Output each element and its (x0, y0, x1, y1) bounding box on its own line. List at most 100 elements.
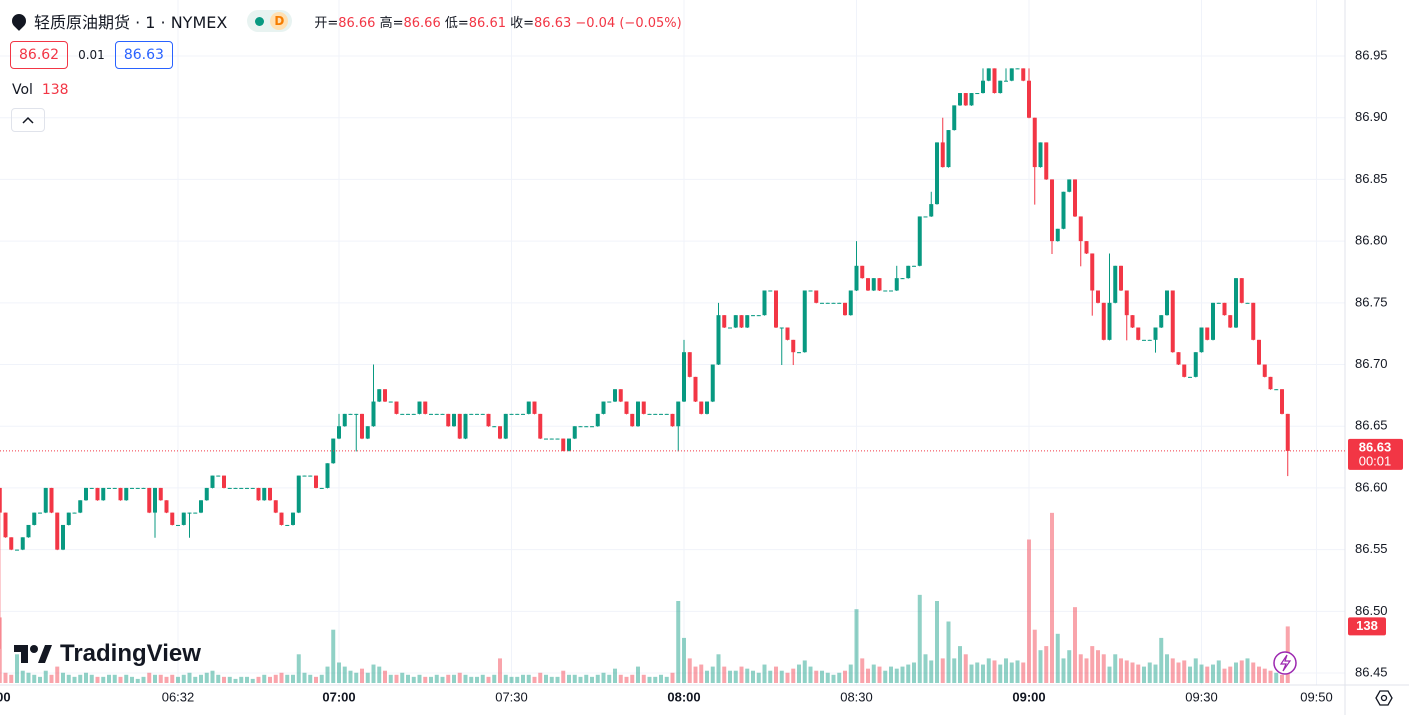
volume-bar (647, 676, 652, 683)
volume-bar (975, 662, 980, 683)
symbol-header: 轻质原油期货 · 1 · NYMEX D 开=86.66 高=86.66 低=8… (9, 9, 682, 33)
x-tick-label: 06:00 (0, 689, 11, 704)
candle-body (1188, 376, 1192, 378)
volume-bar (1142, 666, 1146, 683)
candle-body (716, 315, 721, 365)
candle-body (268, 487, 272, 501)
candle-body (756, 315, 761, 317)
candle-body (900, 278, 905, 280)
candle-body (952, 105, 957, 131)
candle-body (998, 80, 1003, 94)
candle-body (797, 352, 801, 354)
candle-body (630, 413, 635, 427)
candle-body (1199, 327, 1204, 353)
volume-bar (279, 672, 284, 683)
candle-body (641, 401, 646, 414)
delay-badge: D (270, 12, 289, 30)
x-tick-label: 07:30 (495, 689, 528, 704)
volume-bar (940, 658, 945, 683)
volume-bar (9, 674, 14, 683)
volume-bar (1038, 650, 1043, 683)
candle-body (291, 512, 295, 525)
candle-body (273, 500, 278, 513)
volume-bar (1124, 660, 1129, 683)
volume-bar (101, 676, 106, 683)
volume-bar (1216, 660, 1221, 683)
candle-body (779, 327, 784, 329)
volume-bar (469, 676, 474, 683)
volume-bar (1159, 637, 1164, 683)
candle-body (1153, 327, 1158, 340)
candle-body (670, 413, 675, 427)
candle-body (141, 487, 146, 489)
volume-bar (1044, 646, 1049, 683)
low-label: 低= (444, 15, 469, 31)
last-price-tag (1348, 438, 1403, 470)
volume-bar (43, 670, 48, 683)
volume-bar (400, 672, 405, 683)
x-tick-label: 06:32 (162, 689, 195, 704)
volume-bar (3, 672, 8, 683)
sell-button[interactable]: 86.62 (10, 41, 69, 69)
volume-bar (291, 674, 295, 683)
volume-bar (1078, 654, 1083, 683)
volume-bar (1009, 662, 1014, 683)
volume-bar (199, 674, 203, 683)
candle-body (733, 315, 738, 328)
candle-body (647, 413, 652, 415)
candle-body (526, 401, 531, 414)
candle-body (1061, 191, 1066, 229)
settings-icon[interactable] (1375, 690, 1393, 706)
y-tick-label: 86.50 (1355, 603, 1388, 618)
candle-body (676, 401, 681, 427)
candle-body (969, 93, 974, 106)
candle-body (664, 413, 669, 415)
candle-body (463, 413, 468, 439)
volume-bar (1136, 664, 1141, 683)
candle-body (710, 364, 715, 402)
candle-body (883, 290, 888, 292)
candle-body (768, 290, 773, 292)
volume-bar (1205, 666, 1210, 683)
volume-bar (1090, 646, 1095, 683)
volume-bar (1015, 660, 1020, 683)
high-label: 高= (379, 15, 404, 31)
volume-bar (1176, 662, 1181, 683)
volume-bar (992, 660, 997, 683)
status-pill[interactable]: D (247, 10, 293, 32)
volume-bar (900, 666, 905, 683)
volume-bar (555, 676, 560, 683)
volume-bar (89, 674, 94, 683)
candle-body (38, 512, 42, 514)
volume-bar (72, 676, 77, 683)
candle-body (578, 426, 583, 428)
volume-bar (268, 676, 272, 683)
symbol-title[interactable]: 轻质原油期货 · 1 · NYMEX (34, 13, 228, 32)
candle-body (837, 302, 842, 304)
volume-bar (590, 676, 594, 683)
logo: TradingView (14, 640, 201, 668)
candle-body (814, 290, 819, 303)
volume-bar (239, 676, 244, 683)
candle-body (917, 216, 922, 266)
candle-body (95, 487, 100, 501)
volume-bar (825, 672, 830, 683)
buy-button[interactable]: 86.63 (114, 41, 173, 69)
volume-bar (176, 676, 180, 683)
volume-tag (1348, 617, 1386, 636)
candle-body (176, 524, 180, 526)
volume-bar (440, 676, 445, 683)
volume-bar (1067, 650, 1072, 683)
volume-bar (135, 678, 140, 683)
y-tick-label: 86.85 (1355, 171, 1388, 186)
volume-bar (981, 664, 985, 683)
candle-body (66, 512, 71, 525)
alert-icon[interactable] (1273, 651, 1297, 675)
candle-body (521, 413, 525, 415)
candle-body (1251, 302, 1256, 340)
volume-bar (521, 674, 525, 683)
volume-bar (130, 676, 134, 683)
collapse-button[interactable] (11, 108, 45, 132)
candle-body (636, 401, 640, 427)
volume-bar (1199, 664, 1204, 683)
